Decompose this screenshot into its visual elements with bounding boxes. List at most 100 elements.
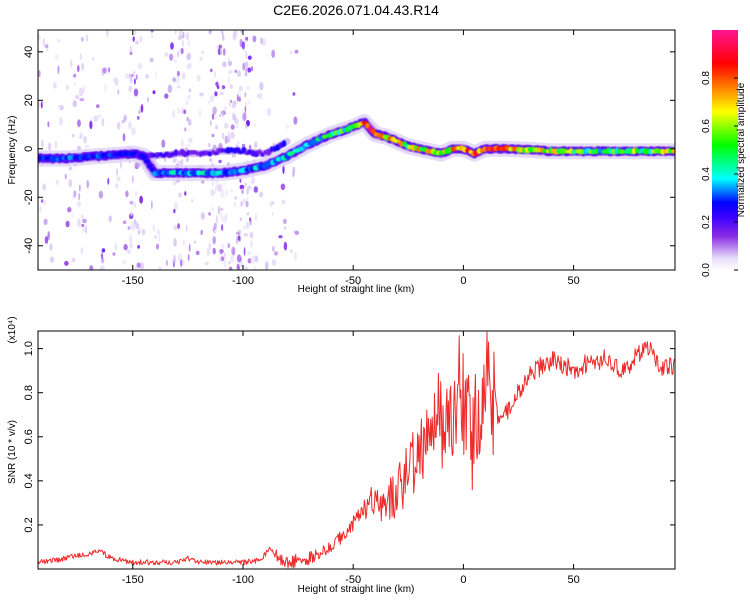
noise-blob <box>164 93 169 99</box>
noise-blob <box>180 138 184 148</box>
noise-blob <box>167 84 173 94</box>
noise-blob <box>219 207 224 211</box>
noise-blob <box>79 53 82 61</box>
noise-blob <box>42 37 46 47</box>
noise-blob <box>208 100 211 105</box>
noise-blob <box>130 221 136 231</box>
noise-blob <box>89 120 93 130</box>
noise-blob <box>254 141 258 149</box>
noise-blob <box>233 202 237 208</box>
noise-blob <box>136 115 140 120</box>
snr-frame <box>37 330 676 570</box>
noise-blob <box>141 228 146 236</box>
noise-blob <box>247 251 252 256</box>
noise-blob <box>227 243 231 249</box>
noise-blob <box>64 174 67 179</box>
noise-blob <box>125 190 129 198</box>
noise-blob <box>222 48 226 56</box>
noise-blob <box>173 224 178 231</box>
noise-blob <box>77 65 80 73</box>
noise-blob <box>42 183 47 191</box>
noise-blob <box>173 208 176 214</box>
snr-line <box>38 331 675 569</box>
noise-blob <box>244 39 247 43</box>
noise-blob <box>259 92 262 100</box>
noise-blob <box>149 57 154 63</box>
colorbar-scale <box>712 30 738 270</box>
noise-blob <box>244 123 248 130</box>
noise-blob <box>223 182 226 186</box>
noise-blob <box>128 85 132 93</box>
x-tick-label: -50 <box>345 574 361 586</box>
noise-blob <box>106 30 109 37</box>
noise-blob <box>180 259 183 268</box>
noise-blob <box>44 236 49 244</box>
noise-blob <box>161 139 166 148</box>
noise-blob <box>187 39 191 47</box>
noise-blob <box>186 156 189 162</box>
noise-blob <box>219 91 225 96</box>
noise-blob <box>209 157 213 162</box>
noise-blob <box>175 30 177 35</box>
spectrogram-marks <box>38 30 675 270</box>
noise-blob <box>77 218 81 228</box>
noise-blob <box>221 31 224 38</box>
noise-blob <box>224 135 228 145</box>
noise-blob <box>121 119 125 124</box>
noise-blob <box>124 73 129 79</box>
noise-blob <box>116 168 118 177</box>
noise-blob <box>180 47 184 55</box>
noise-blob <box>245 101 247 106</box>
noise-blob <box>191 199 194 203</box>
noise-blob <box>129 200 134 205</box>
noise-blob <box>215 215 219 224</box>
noise-blob <box>71 257 76 263</box>
noise-blob <box>81 223 85 228</box>
noise-blob <box>186 53 191 61</box>
noise-blob <box>210 68 213 73</box>
noise-blob <box>120 161 122 169</box>
noise-blob <box>78 87 84 97</box>
noise-blob <box>236 254 242 263</box>
noise-blob <box>225 188 229 197</box>
noise-blob <box>233 114 236 121</box>
noise-blob <box>80 247 84 255</box>
noise-blob <box>224 106 227 111</box>
noise-blob <box>127 249 131 254</box>
noise-blob <box>211 113 215 120</box>
noise-blob <box>173 238 177 247</box>
noise-blob <box>78 192 81 201</box>
snr-marks <box>38 331 675 569</box>
noise-blob <box>250 243 253 248</box>
noise-blob <box>245 201 249 208</box>
noise-blob <box>221 256 225 262</box>
noise-blob <box>242 62 246 71</box>
noise-blob <box>213 222 217 230</box>
colorbar-tick-label: 0.4 <box>701 167 712 181</box>
noise-blob <box>122 133 126 142</box>
noise-blob <box>58 104 62 110</box>
noise-blob <box>211 206 215 212</box>
noise-blob <box>139 35 143 43</box>
noise-blob <box>214 186 217 194</box>
noise-blob <box>252 35 257 43</box>
noise-blob <box>136 262 141 268</box>
noise-blob <box>79 134 82 139</box>
noise-blob <box>237 235 242 242</box>
noise-blob <box>242 112 247 122</box>
noise-blob <box>47 142 52 151</box>
noise-blob <box>133 30 137 36</box>
colorbar-tick-label: 0.8 <box>701 71 712 85</box>
noise-blob <box>264 260 269 269</box>
noise-blob <box>81 62 84 71</box>
noise-blob <box>47 121 50 128</box>
noise-blob <box>40 199 44 203</box>
noise-blob <box>152 90 156 95</box>
noise-blob <box>228 266 233 270</box>
noise-blob <box>152 224 155 232</box>
noise-blob <box>47 231 50 240</box>
noise-blob <box>282 165 285 175</box>
noise-blob <box>93 115 99 122</box>
noise-blob <box>122 260 127 265</box>
ridge-core-blob <box>149 167 156 172</box>
